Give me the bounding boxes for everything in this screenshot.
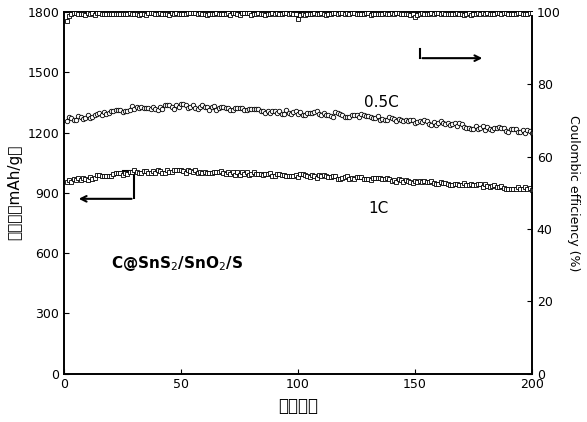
Y-axis label: Coulombic efficiency (%): Coulombic efficiency (%) xyxy=(567,115,580,271)
X-axis label: 循环圈数: 循环圈数 xyxy=(278,397,318,415)
Text: 0.5C: 0.5C xyxy=(363,95,398,110)
Text: 1C: 1C xyxy=(368,201,389,216)
Y-axis label: 比容量（mAh/g）: 比容量（mAh/g） xyxy=(7,145,22,241)
Text: C@SnS$_2$/SnO$_2$/S: C@SnS$_2$/SnO$_2$/S xyxy=(111,254,243,273)
